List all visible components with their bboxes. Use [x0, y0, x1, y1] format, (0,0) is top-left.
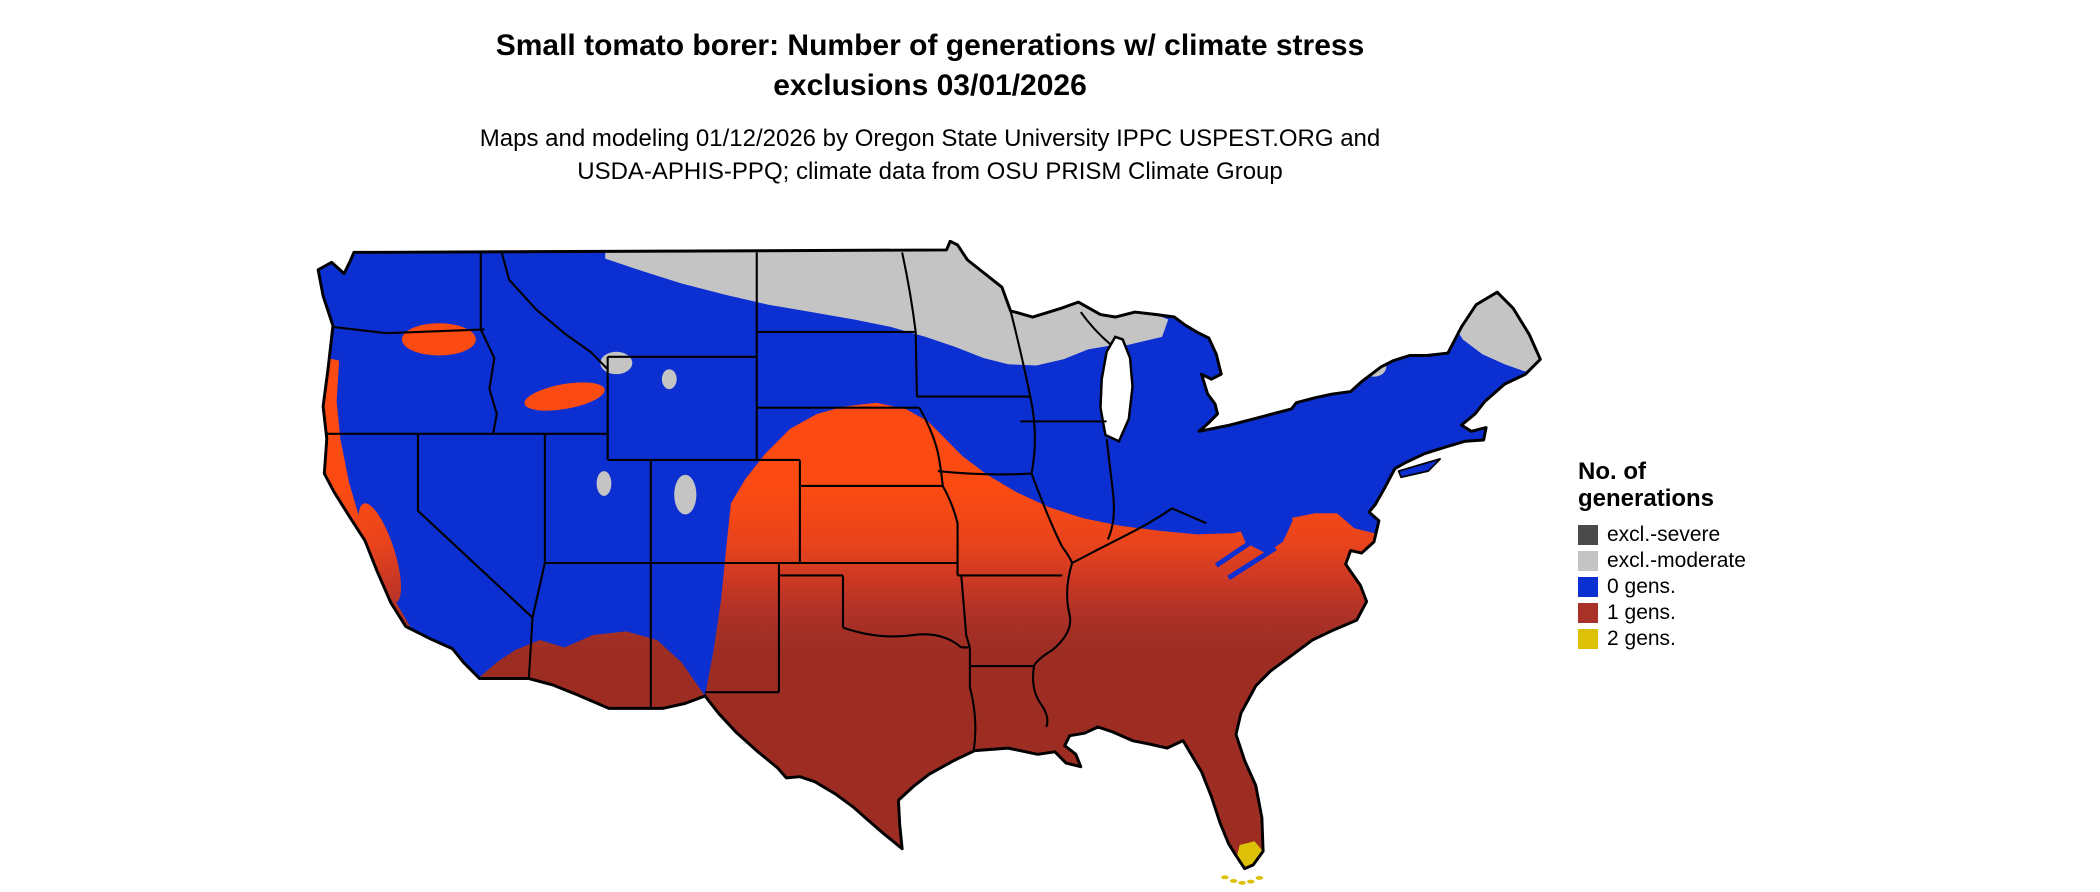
region-sierra-blue — [395, 507, 446, 614]
legend-item: 2 gens. — [1578, 626, 1838, 652]
legend-label: excl.-moderate — [1607, 549, 1746, 572]
legend: No. of generations excl.-severe excl.-mod… — [1578, 458, 1838, 652]
legend-swatch — [1578, 525, 1598, 545]
title-block: Small tomato borer: Number of generation… — [120, 26, 1740, 106]
region-gray-bighorn — [661, 369, 677, 390]
lake-michigan — [1099, 335, 1134, 443]
region-central-valley — [358, 503, 402, 603]
us-outline — [316, 240, 1542, 871]
legend-label: excl.-severe — [1607, 523, 1721, 546]
legend-item: excl.-severe — [1578, 522, 1838, 548]
long-island — [1397, 457, 1442, 479]
legend-label: 2 gens. — [1607, 627, 1676, 650]
region-snake-river-plain — [524, 382, 605, 411]
region-gray-colorado-rockies — [674, 474, 697, 515]
legend-label: 1 gens. — [1607, 601, 1676, 624]
map-title-line1: Small tomato borer: Number of generation… — [495, 29, 1365, 62]
legend-item: 1 gens. — [1578, 600, 1838, 626]
region-gray-utah — [596, 471, 612, 496]
region-columbia-basin — [401, 323, 476, 356]
state-borders — [324, 252, 1207, 752]
legend-swatch — [1578, 603, 1598, 623]
legend-swatch — [1578, 577, 1598, 597]
legend-swatch — [1578, 629, 1598, 649]
florida-keys — [1221, 875, 1264, 885]
region-excl-moderate-maine — [1447, 292, 1541, 372]
legend-label: 0 gens. — [1607, 575, 1676, 598]
us-map — [316, 240, 1542, 885]
subtitle-block: Maps and modeling 01/12/2026 by Oregon S… — [120, 122, 1740, 188]
legend-swatch — [1578, 551, 1598, 571]
legend-item: 0 gens. — [1578, 574, 1838, 600]
legend-title-line1: No. of — [1578, 458, 1646, 485]
region-gray-yellowstone — [600, 351, 633, 375]
map-title-line2: exclusions 03/01/2026 — [773, 69, 1087, 102]
map-subtitle-line2: USDA-APHIS-PPQ; climate data from OSU PR… — [577, 158, 1283, 185]
region-excl-moderate-north — [605, 241, 1169, 366]
map-subtitle-line1: Maps and modeling 01/12/2026 by Oregon S… — [479, 125, 1381, 152]
region-1-gens-west-coast — [323, 358, 485, 685]
legend-item: excl.-moderate — [1578, 548, 1838, 574]
legend-items: excl.-severe excl.-moderate 0 gens. 1 gens.… — [1578, 522, 1838, 652]
legend-title-line2: generations — [1578, 485, 1715, 512]
region-ridge-sliver — [1214, 533, 1277, 581]
